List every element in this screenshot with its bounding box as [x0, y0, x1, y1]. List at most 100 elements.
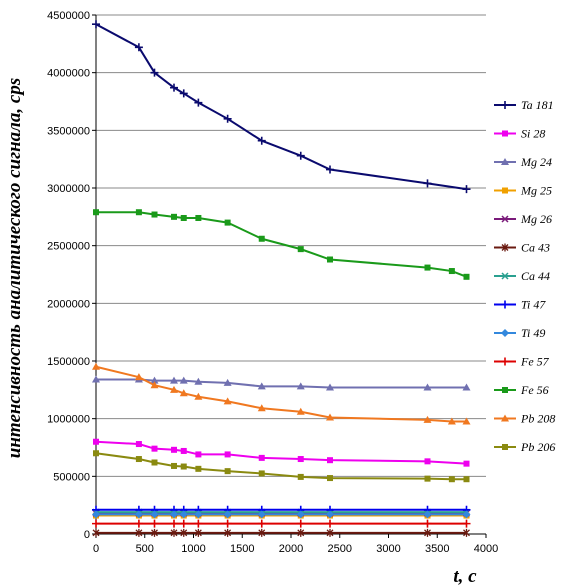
legend-label: Fe 57 — [520, 355, 550, 369]
data-point-fe-56 — [448, 268, 455, 275]
legend-label: Ta 181 — [521, 98, 554, 112]
y-tick-label: 1000000 — [47, 414, 90, 426]
data-point-ti-49 — [223, 510, 232, 519]
data-point-ta-181 — [296, 151, 305, 160]
data-point-fe-56 — [151, 211, 158, 218]
legend-item-ti-47: Ti 47 — [494, 298, 546, 312]
data-point-pb-206 — [448, 476, 455, 483]
series-fe-56 — [93, 209, 470, 280]
data-point-ti-49 — [92, 510, 100, 519]
data-point-si-28 — [327, 457, 333, 464]
data-point-pb-208 — [223, 397, 232, 405]
data-point-ti-49 — [134, 510, 143, 519]
legend-item-mg-26: Mg 26 — [494, 212, 552, 226]
legend-item-pb-206: Pb 206 — [494, 440, 555, 454]
data-point-fe-56 — [463, 273, 470, 280]
y-axis-label: интенсивность аналитического сигнала, cp… — [4, 78, 25, 458]
data-point-pb-206 — [180, 463, 187, 470]
legend-marker — [501, 414, 509, 422]
data-point-mg-24 — [194, 377, 203, 385]
legend-marker — [501, 158, 509, 165]
data-point-fe-57 — [423, 519, 432, 528]
series-si-28 — [93, 438, 470, 467]
data-point-pb-206 — [195, 465, 202, 472]
x-tick-label: 1000 — [181, 543, 205, 555]
data-point-fe-56 — [297, 246, 304, 253]
data-point-fe-57 — [134, 519, 143, 528]
series-pb-208 — [92, 362, 471, 425]
data-point-fe-57 — [179, 519, 188, 528]
legend-item-pb-208: Pb 208 — [494, 412, 555, 426]
axes — [92, 14, 487, 538]
y-tick-label: 3500000 — [47, 125, 90, 137]
data-point-fe-57 — [194, 519, 203, 528]
legend-marker — [501, 243, 509, 252]
data-point-mg-24 — [257, 382, 266, 390]
data-point-pb-206 — [224, 468, 231, 475]
data-point-si-28 — [171, 446, 177, 453]
legend-marker — [502, 444, 508, 450]
data-point-ta-181 — [92, 20, 100, 29]
data-point-ti-49 — [170, 510, 178, 519]
data-point-si-28 — [195, 451, 202, 458]
legend-item-fe-56: Fe 56 — [494, 383, 549, 397]
data-point-pb-206 — [424, 475, 431, 482]
legend-marker — [501, 329, 509, 337]
x-tick-label: 500 — [136, 543, 154, 555]
x-tick-labels: 0 500 1000 1500 2000 2500 3000 3500 4000 — [93, 543, 498, 555]
data-point-ca-43 — [258, 528, 266, 537]
legend-marker — [501, 272, 509, 280]
data-point-si-28 — [151, 445, 158, 452]
data-point-si-28 — [224, 451, 231, 458]
data-point-fe-56 — [135, 209, 142, 216]
legend: Ta 181 Si 28 Mg 24 Mg 25 Mg 26 Ca 43 Ca 44 Ti 4… — [494, 98, 555, 454]
data-point-pb-208 — [134, 373, 143, 381]
x-tick-label: 3000 — [376, 543, 400, 555]
data-point-ti-49 — [179, 510, 188, 519]
data-point-pb-208 — [326, 413, 334, 421]
data-point-si-28 — [297, 456, 304, 463]
series-line-fe-56 — [96, 211, 467, 278]
data-point-mg-24 — [326, 383, 334, 391]
series-ti-49 — [92, 510, 471, 519]
data-point-pb-208 — [179, 389, 188, 397]
data-point-ca-43 — [170, 528, 178, 537]
data-point-ti-49 — [296, 510, 305, 519]
data-point-ca-43 — [135, 528, 143, 537]
data-point-pb-206 — [258, 470, 265, 477]
data-point-ta-181 — [150, 68, 159, 77]
data-point-ti-49 — [257, 510, 266, 519]
data-point-pb-208 — [296, 407, 305, 415]
data-point-ti-49 — [326, 510, 334, 519]
series-ca-43 — [92, 528, 470, 537]
legend-label: Fe 56 — [520, 383, 549, 397]
data-point-ta-181 — [257, 136, 266, 145]
data-point-ti-49 — [194, 510, 203, 519]
y-tick-label: 0 — [84, 529, 90, 541]
data-point-mg-24 — [423, 383, 432, 391]
data-point-si-28 — [93, 438, 99, 445]
data-point-mg-24 — [296, 382, 305, 390]
x-tick-label: 2500 — [328, 543, 352, 555]
legend-label: Pb 206 — [520, 440, 555, 454]
legend-item-mg-25: Mg 25 — [494, 184, 552, 198]
legend-marker — [501, 300, 509, 309]
x-tick-label: 3500 — [425, 543, 449, 555]
data-point-ta-181 — [462, 185, 471, 194]
data-point-fe-57 — [170, 519, 178, 528]
data-point-mg-24 — [223, 378, 232, 386]
x-tick-label: 4000 — [474, 543, 498, 555]
x-axis-label: t, c — [453, 566, 477, 587]
data-point-ta-181 — [194, 98, 203, 107]
data-point-fe-56 — [180, 214, 187, 221]
data-point-fe-57 — [296, 519, 305, 528]
legend-label: Ti 47 — [521, 298, 546, 312]
data-point-pb-208 — [423, 415, 432, 423]
data-point-pb-208 — [447, 417, 456, 425]
data-point-pb-206 — [463, 476, 470, 483]
y-tick-label: 1500000 — [47, 356, 90, 368]
legend-label: Ca 43 — [521, 241, 550, 255]
data-point-si-28 — [135, 441, 142, 448]
legend-item-ti-49: Ti 49 — [494, 326, 545, 340]
